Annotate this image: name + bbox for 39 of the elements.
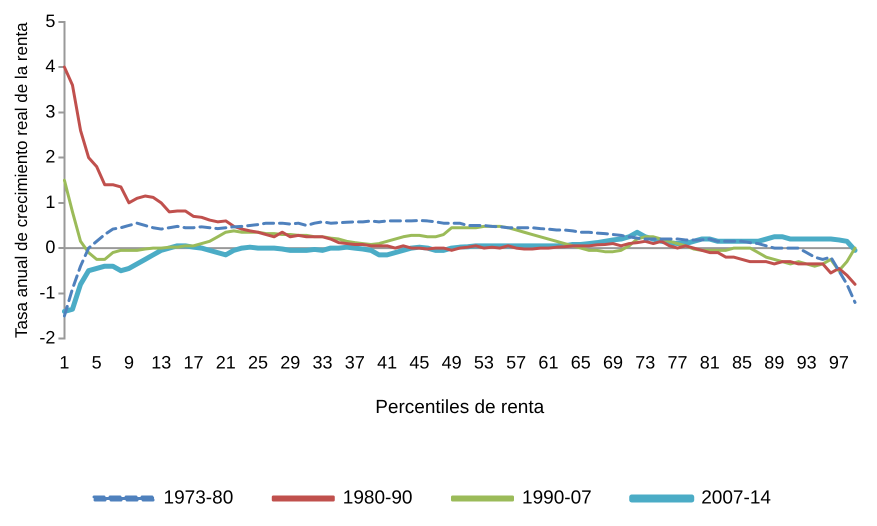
y-tick-label: 3	[45, 101, 56, 122]
y-tick-label: 2	[45, 146, 56, 167]
y-tick-label: -2	[39, 328, 56, 348]
x-tick-label: 21	[216, 352, 236, 372]
x-tick-label: 9	[124, 352, 134, 372]
x-tick-label: 41	[377, 352, 398, 372]
x-tick-label: 81	[700, 352, 720, 372]
x-tick-label: 85	[732, 352, 752, 372]
y-tick-label: 0	[45, 237, 56, 258]
y-tick-label: -1	[39, 282, 56, 302]
x-tick-label: 45	[409, 352, 430, 372]
y-tick-label: 5	[45, 10, 56, 31]
x-tick-label: 13	[151, 352, 172, 372]
x-tick-label: 69	[602, 352, 623, 372]
x-tick-label: 65	[570, 352, 591, 372]
x-tick-label: 25	[248, 352, 268, 372]
x-tick-label: 61	[538, 352, 558, 372]
y-axis-title: Tasa anual de crecimiento real de la renta	[12, 22, 31, 338]
x-tick-label: 97	[828, 352, 849, 372]
x-tick-label: 49	[442, 352, 462, 372]
x-axis-title: Percentiles de renta	[375, 396, 545, 418]
x-tick-label: 33	[312, 352, 333, 372]
x-tick-label: 5	[92, 352, 102, 372]
x-tick-label: 57	[506, 352, 526, 372]
x-tick-label: 1	[59, 352, 70, 372]
y-tick-label: 4	[45, 56, 56, 76]
y-tick-label: 1	[45, 192, 56, 212]
x-tick-label: 77	[668, 352, 688, 372]
legend-label: 1990-07	[522, 488, 592, 509]
x-tick-label: 93	[796, 352, 817, 372]
legend-label: 1980-90	[342, 488, 413, 509]
x-tick-label: 17	[183, 352, 204, 372]
x-tick-label: 53	[474, 352, 494, 372]
legend-label: 1973-80	[164, 488, 234, 509]
x-tick-label: 29	[280, 352, 300, 372]
x-tick-label: 37	[344, 352, 365, 372]
x-tick-label: 73	[635, 352, 656, 372]
legend-label: 2007-14	[701, 488, 772, 509]
x-tick-label: 89	[764, 352, 784, 372]
